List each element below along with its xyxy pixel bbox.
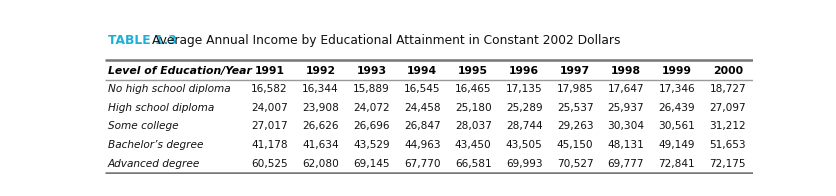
- Text: Some college: Some college: [108, 121, 178, 131]
- Text: 43,529: 43,529: [353, 140, 390, 150]
- Text: Level of Education/Year: Level of Education/Year: [108, 65, 252, 75]
- Text: Bachelor’s degree: Bachelor’s degree: [108, 140, 203, 150]
- Text: 1995: 1995: [457, 65, 487, 75]
- Text: 1999: 1999: [661, 65, 691, 75]
- Text: 66,581: 66,581: [455, 159, 491, 169]
- Text: No high school diploma: No high school diploma: [108, 84, 230, 94]
- Text: 24,007: 24,007: [251, 103, 288, 113]
- Text: 31,212: 31,212: [709, 121, 745, 131]
- Text: 26,847: 26,847: [404, 121, 440, 131]
- Text: 30,304: 30,304: [607, 121, 644, 131]
- Text: 41,178: 41,178: [251, 140, 288, 150]
- Text: 44,963: 44,963: [404, 140, 440, 150]
- Text: 49,149: 49,149: [658, 140, 695, 150]
- Text: 23,908: 23,908: [302, 103, 339, 113]
- Text: 1991: 1991: [254, 65, 284, 75]
- Text: 15,889: 15,889: [353, 84, 390, 94]
- Text: 51,653: 51,653: [709, 140, 745, 150]
- Text: 25,180: 25,180: [454, 103, 491, 113]
- Text: 1996: 1996: [508, 65, 538, 75]
- Text: 2000: 2000: [712, 65, 742, 75]
- Text: 25,537: 25,537: [556, 103, 593, 113]
- Text: 69,145: 69,145: [353, 159, 390, 169]
- Text: 72,175: 72,175: [709, 159, 745, 169]
- Text: 16,582: 16,582: [251, 84, 288, 94]
- Text: 16,465: 16,465: [455, 84, 491, 94]
- Text: 16,545: 16,545: [404, 84, 440, 94]
- Text: Advanced degree: Advanced degree: [108, 159, 200, 169]
- Text: 1998: 1998: [610, 65, 640, 75]
- Text: 60,525: 60,525: [251, 159, 288, 169]
- Text: 24,458: 24,458: [404, 103, 440, 113]
- Text: 67,770: 67,770: [404, 159, 440, 169]
- Text: 29,263: 29,263: [556, 121, 593, 131]
- Text: 17,135: 17,135: [505, 84, 542, 94]
- Text: 17,985: 17,985: [556, 84, 593, 94]
- Text: 45,150: 45,150: [556, 140, 593, 150]
- Text: 27,097: 27,097: [709, 103, 745, 113]
- Text: 17,346: 17,346: [658, 84, 695, 94]
- Text: 16,344: 16,344: [302, 84, 339, 94]
- Text: 70,527: 70,527: [556, 159, 593, 169]
- Text: 69,993: 69,993: [505, 159, 542, 169]
- Text: 28,744: 28,744: [505, 121, 542, 131]
- Text: 28,037: 28,037: [454, 121, 491, 131]
- Text: 17,647: 17,647: [607, 84, 644, 94]
- Text: 72,841: 72,841: [658, 159, 695, 169]
- Text: 62,080: 62,080: [302, 159, 339, 169]
- Text: 24,072: 24,072: [353, 103, 390, 113]
- Text: 1993: 1993: [356, 65, 386, 75]
- Text: 25,937: 25,937: [607, 103, 644, 113]
- Text: 27,017: 27,017: [251, 121, 288, 131]
- Text: 41,634: 41,634: [302, 140, 339, 150]
- Text: 1994: 1994: [407, 65, 437, 75]
- Text: 1992: 1992: [305, 65, 335, 75]
- Text: 18,727: 18,727: [709, 84, 745, 94]
- Text: 43,505: 43,505: [505, 140, 542, 150]
- Text: 48,131: 48,131: [607, 140, 644, 150]
- Text: Average Annual Income by Educational Attainment in Constant 2002 Dollars: Average Annual Income by Educational Att…: [152, 34, 619, 47]
- Text: 30,561: 30,561: [658, 121, 695, 131]
- Text: 1997: 1997: [559, 65, 589, 75]
- Text: 26,439: 26,439: [658, 103, 695, 113]
- Text: 69,777: 69,777: [607, 159, 644, 169]
- Text: High school diploma: High school diploma: [108, 103, 214, 113]
- Text: 26,626: 26,626: [302, 121, 339, 131]
- Text: 43,450: 43,450: [454, 140, 491, 150]
- Text: 25,289: 25,289: [505, 103, 542, 113]
- Text: TABLE 1.3: TABLE 1.3: [108, 34, 176, 47]
- Text: 26,696: 26,696: [353, 121, 390, 131]
